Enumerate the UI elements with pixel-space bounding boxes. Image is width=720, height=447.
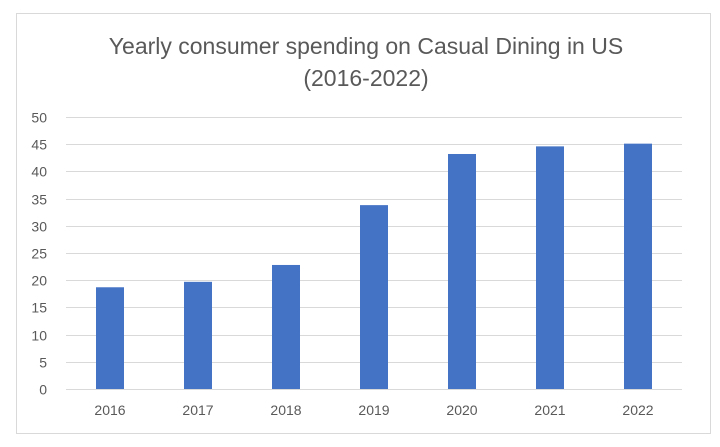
bar-2022 [624,143,652,389]
bar-2020 [448,153,476,389]
x-tick-label: 2016 [94,402,125,418]
bar-2017 [184,281,212,389]
y-tick-label: 25 [31,246,47,262]
y-tick-label: 30 [31,219,47,235]
y-tick-label: 10 [31,328,47,344]
y-tick-label: 5 [39,355,47,371]
x-tick-label: 2021 [534,402,565,418]
bar-2019 [360,205,388,389]
bar-2021 [536,146,564,389]
y-tick-label: 0 [39,382,47,398]
chart-title-line-1: Yearly consumer spending on Casual Dinin… [109,33,623,59]
bar-2016 [96,287,124,389]
y-tick-label: 20 [31,273,47,289]
y-tick-label: 40 [31,164,47,180]
x-tick-label: 2018 [270,402,301,418]
y-axis-tick-labels: 0 5 10 15 20 25 30 35 40 45 50 [31,110,47,398]
x-tick-label: 2017 [182,402,213,418]
x-tick-label: 2020 [446,402,477,418]
x-tick-label: 2022 [622,402,653,418]
y-tick-label: 45 [31,137,47,153]
y-tick-label: 50 [31,110,47,126]
x-axis-tick-labels: 2016 2017 2018 2019 2020 2021 2022 [94,402,653,418]
bar-2018 [272,264,300,389]
bars [96,143,652,389]
gridlines [66,117,682,390]
y-tick-label: 15 [31,300,47,316]
chart-title-line-2: (2016-2022) [303,65,428,91]
y-tick-label: 35 [31,192,47,208]
x-tick-label: 2019 [358,402,389,418]
